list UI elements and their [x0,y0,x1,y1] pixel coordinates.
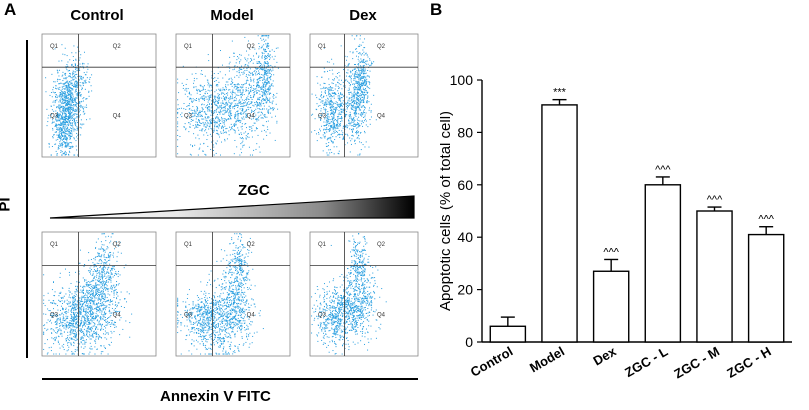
zgc-gradient-label: ZGC [238,182,270,199]
quadrant-label: Q2 [113,242,122,248]
significance-marker: *** [553,87,567,99]
y-tick-label: 0 [465,334,473,350]
pi-axis-label: PI [0,197,14,212]
quadrant-label: Q4 [377,114,386,120]
quadrant-label: Q4 [247,114,256,120]
flow-plot-dex: Q1 Q2 Q3 Q4 [309,33,419,158]
bar-control [489,325,527,343]
quadrant-label: Q4 [377,312,386,318]
quadrant-label: Q1 [318,242,327,248]
significance-marker: ^^^ [707,194,723,206]
y-tick-label: 40 [457,229,473,245]
y-tick-label: 80 [457,124,473,140]
column-label-dex: Dex [349,7,377,24]
x-tick-label: ZGC - L [622,344,670,380]
y-tick-label: 60 [457,177,473,193]
zgc-gradient-wedge [49,195,415,219]
flow-plot-zgc-h: Q1 Q2 Q3 Q4 [309,231,419,357]
plot-frame [309,33,419,158]
flow-plot-zgc-l: Q1 Q2 Q3 Q4 [41,231,157,357]
quadrant-label: Q2 [113,44,122,50]
x-tick-label: Dex [591,343,620,368]
quadrant-label: Q3 [50,114,59,120]
annexin-axis-label: Annexin V FITC [160,388,271,405]
bar-zgc-h [747,233,785,343]
plot-frame [41,33,157,158]
column-label-model: Model [210,7,254,24]
quadrant-label: Q2 [247,242,256,248]
quadrant-label: Q2 [377,242,386,248]
y-axis-title: Apoptotic cells (% of total cell) [440,111,454,311]
quadrant-label: Q3 [318,114,327,120]
quadrant-label: Q2 [247,44,256,50]
bar-zgc-l [644,184,682,343]
quadrant-label: Q4 [113,114,122,120]
plot-frame [175,33,291,158]
quadrant-label: Q2 [377,44,386,50]
column-label-control: Control [70,7,124,24]
flow-plot-model: Q1 Q2 Q3 Q4 [175,33,291,158]
annexin-axis-line [42,378,418,380]
quadrant-label: Q1 [318,44,327,50]
x-tick-label: ZGC - M [671,344,722,382]
significance-marker: ^^^ [655,164,671,176]
quadrant-label: Q1 [50,44,59,50]
x-tick-label: ZGC - H [724,344,773,381]
y-tick-label: 100 [450,72,474,88]
apoptosis-bar-chart: 0 20 40 60 80 100 Apoptotic cells (% of total … [440,72,792,382]
plot-frame [309,231,419,357]
quadrant-label: Q1 [184,242,193,248]
y-tick-label: 20 [457,282,473,298]
quadrant-label: Q1 [50,242,59,248]
plot-frame [41,231,157,357]
x-tick-label: Model [527,344,567,376]
quadrant-label: Q4 [113,312,122,318]
bar-model [541,104,578,343]
panel-a-letter: A [4,0,17,19]
quadrant-label: Q3 [184,114,193,120]
x-tick-label: Control [468,344,516,380]
bar-zgc-m [696,210,733,343]
bar-dex [592,270,630,343]
quadrant-label: Q1 [184,44,193,50]
pi-axis-line [26,40,28,358]
flow-plot-zgc-m: Q1 Q2 Q3 Q4 [175,231,291,357]
quadrant-label: Q3 [50,312,59,318]
significance-marker: ^^^ [603,246,619,258]
flow-plot-control: Q1 Q2 Q3 Q4 [41,33,157,158]
panel-b-letter: B [430,0,443,19]
plot-frame [175,231,291,357]
quadrant-label: Q4 [247,312,256,318]
significance-marker: ^^^ [758,214,774,226]
quadrant-label: Q3 [184,312,193,318]
quadrant-label: Q3 [318,312,327,318]
